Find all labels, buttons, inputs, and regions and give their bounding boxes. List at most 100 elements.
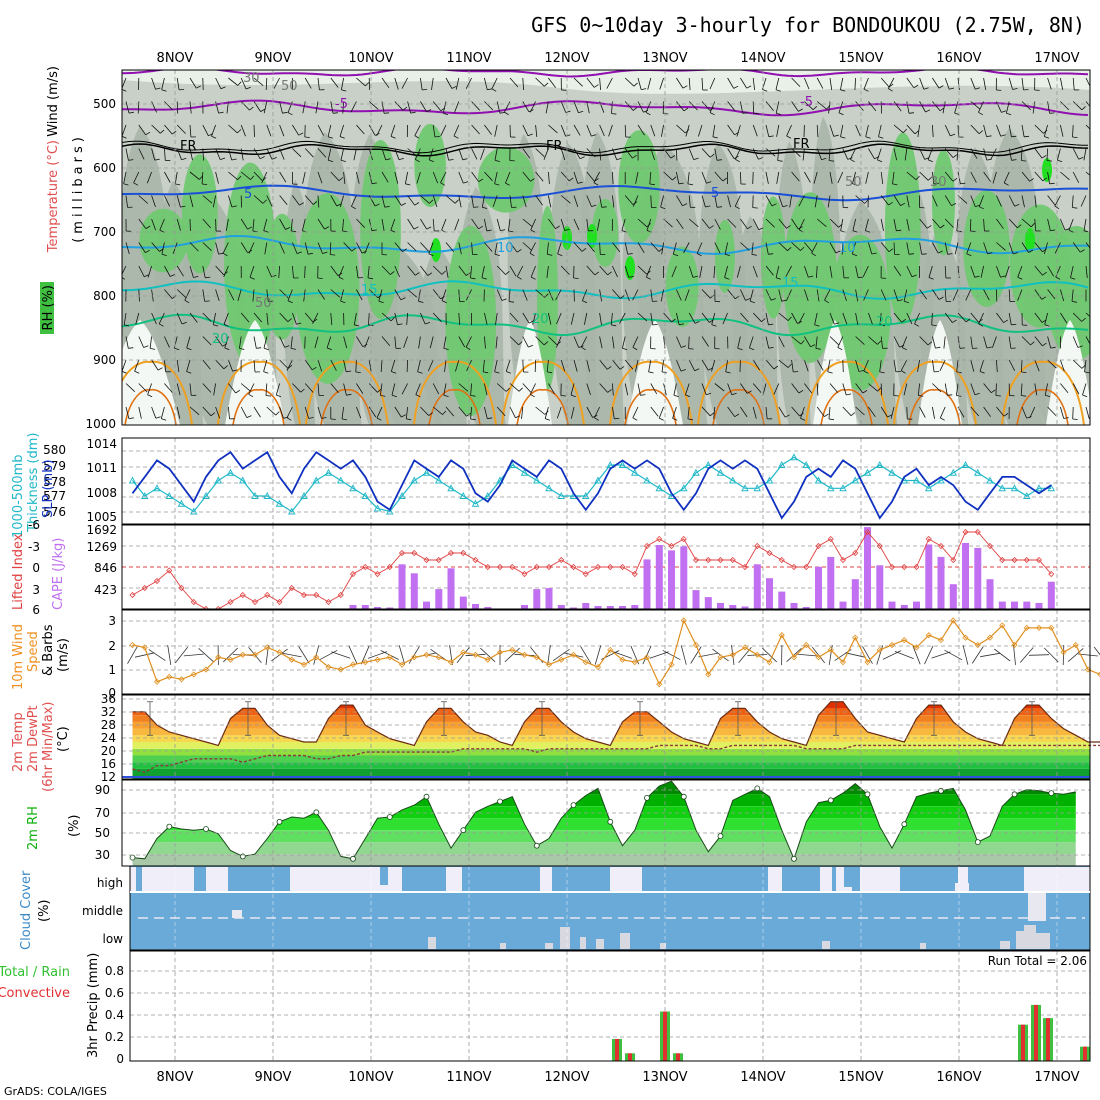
wind-barb-flag xyxy=(824,299,830,304)
cape-bar xyxy=(619,606,626,609)
wind-barb xyxy=(343,383,347,396)
wind-barb xyxy=(492,195,498,207)
wind-barb xyxy=(1080,195,1087,207)
wind-barb-flag xyxy=(122,135,127,139)
rh-blob-green-10 xyxy=(591,199,619,267)
cloud-low-block-8 xyxy=(822,941,830,949)
wind-barb xyxy=(711,312,716,325)
wind-barb xyxy=(535,148,545,157)
wind-barb xyxy=(522,289,528,301)
wind-barb-flag xyxy=(218,252,224,255)
top-date-axis: 8NOV 9NOV 10NOV 11NOV 12NOV 13NOV 14NOV … xyxy=(157,51,1080,66)
wind-barb xyxy=(151,406,157,419)
wind-barb xyxy=(560,195,571,204)
wind-barb xyxy=(240,383,251,392)
rh-blob-bright-0 xyxy=(431,238,441,262)
wind-barb xyxy=(368,312,370,326)
wind-barb xyxy=(364,242,370,254)
wind-barb xyxy=(1055,265,1061,278)
wind10-barb xyxy=(127,646,138,664)
wind-barb-flag xyxy=(681,345,687,348)
wind-barb-flag xyxy=(210,412,216,417)
cloud-high-block-10 xyxy=(844,867,860,891)
wind-barb-flag xyxy=(775,89,781,92)
wind-barb xyxy=(548,336,558,346)
wind-barb-flag xyxy=(271,274,277,278)
precip-background xyxy=(130,951,1090,1061)
wind-barb xyxy=(855,101,864,111)
wind-barb xyxy=(339,124,344,137)
wind-barb xyxy=(838,101,844,113)
wind-barb xyxy=(445,406,455,417)
wind-barb-flag xyxy=(711,324,717,327)
wind-barb xyxy=(432,101,442,112)
lifted-index-marker xyxy=(288,584,295,592)
wind-barb-flag xyxy=(220,86,226,90)
wind-barb xyxy=(829,383,839,393)
wind-barb xyxy=(637,312,648,322)
wind-barb-flag xyxy=(249,276,255,280)
wind10-marker xyxy=(937,637,945,644)
wind10-barb xyxy=(882,650,902,660)
wind-barb xyxy=(1043,242,1048,255)
rh2m-panel: 90 70 50 30 2m RH (%) xyxy=(26,779,1091,867)
wind-barb xyxy=(612,289,621,299)
wind-barb xyxy=(418,289,421,302)
wind-barb-flag xyxy=(974,275,980,278)
wind-barb xyxy=(560,359,566,372)
wind-barb-flag xyxy=(878,136,884,139)
thickness-marker xyxy=(814,476,823,484)
wind-barb xyxy=(752,148,759,160)
wind-barb-flag xyxy=(384,206,390,208)
wind-barb xyxy=(390,359,396,372)
lifted-index-marker xyxy=(349,570,357,578)
wind-barb xyxy=(612,406,615,419)
wind-barb xyxy=(546,242,549,255)
wind-barb xyxy=(582,289,588,301)
lifted-index-marker xyxy=(166,567,173,574)
wind-barb xyxy=(302,218,306,231)
wind-barb xyxy=(133,171,140,183)
contour-label-50-b: 50 xyxy=(255,296,272,311)
wind-barb-flag xyxy=(415,394,421,398)
wind-barb-flag xyxy=(751,254,757,256)
wind-barb xyxy=(458,383,469,392)
wind-barb-flag xyxy=(1064,228,1070,231)
wind-barb xyxy=(420,77,423,90)
wind-barb xyxy=(125,406,130,419)
wind-barb xyxy=(852,218,856,231)
wind-barb xyxy=(1085,77,1090,88)
wind-barb-flag xyxy=(338,177,344,182)
wind-barb-flag xyxy=(465,272,471,276)
wind10-barb xyxy=(547,645,551,665)
wind-barb xyxy=(368,359,372,372)
wind10-marker xyxy=(533,654,540,661)
wind-barb xyxy=(879,312,882,325)
wind-barb xyxy=(158,312,165,324)
wind-barb xyxy=(432,195,438,208)
wind-barb xyxy=(573,218,580,231)
precip-frame xyxy=(129,950,1091,1062)
wind-barb-flag xyxy=(231,158,237,161)
wind10-barb xyxy=(1028,654,1050,656)
wind-barb xyxy=(265,383,268,396)
wind-barb xyxy=(455,359,460,372)
wind-barb xyxy=(573,101,579,113)
wind-barb xyxy=(1047,265,1055,277)
wind-barb xyxy=(1008,124,1012,137)
wind-barb-flag xyxy=(1014,203,1020,207)
wind-barb-flag xyxy=(1024,135,1030,138)
wind-barb xyxy=(791,77,801,87)
wind-barb xyxy=(811,242,818,254)
wind-barb-flag xyxy=(391,394,397,398)
wind-barb-flag xyxy=(154,158,160,161)
wind10-marker xyxy=(839,659,847,666)
wind-barb xyxy=(816,101,827,110)
top-date-11nov: 11NOV xyxy=(446,51,491,66)
wind-barb-flag xyxy=(317,277,323,279)
wind10-marker xyxy=(460,649,467,656)
wind-barb xyxy=(189,124,192,138)
wind-barb xyxy=(701,77,704,91)
wind-barb xyxy=(829,242,837,254)
wind-barb xyxy=(304,336,306,349)
